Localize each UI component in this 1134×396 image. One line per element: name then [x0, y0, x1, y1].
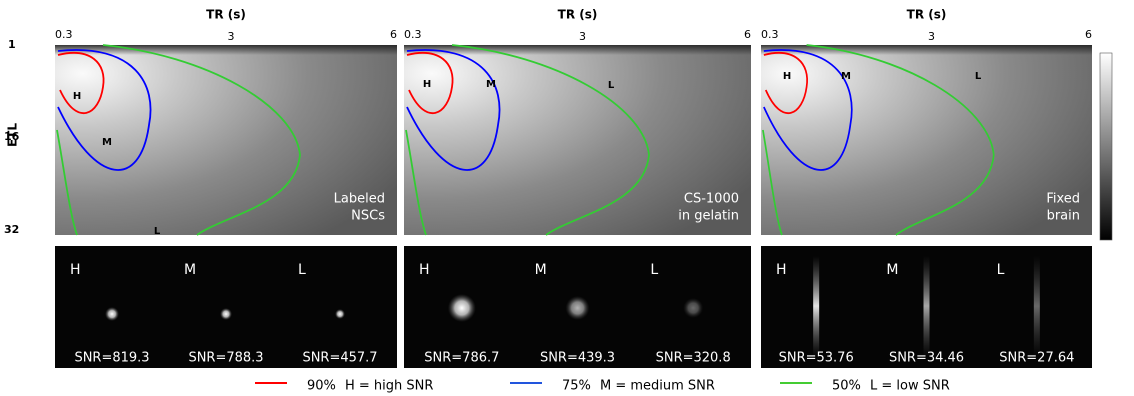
- legend-text: H = high SNR: [345, 379, 433, 394]
- image-label: L: [997, 262, 1005, 278]
- colorbar: [1100, 53, 1112, 240]
- image-label: L: [650, 262, 658, 278]
- image-spot: [105, 307, 119, 321]
- image-spot: [813, 256, 819, 356]
- contour-label: L: [154, 226, 161, 237]
- snr-label: SNR=786.7: [424, 351, 499, 366]
- contour-label: L: [608, 80, 615, 91]
- x-tick-label: 0.3: [761, 28, 779, 41]
- legend-text: M = medium SNR: [600, 379, 715, 394]
- x-tick-label: 0.3: [55, 28, 73, 41]
- image-label: H: [419, 262, 430, 278]
- contour-label: L: [975, 71, 982, 82]
- contour-label: M: [102, 137, 112, 148]
- image-label: M: [886, 262, 898, 278]
- legend-percent: 90%: [307, 379, 336, 394]
- snr-label: SNR=819.3: [74, 351, 149, 366]
- snr-label: SNR=34.46: [889, 351, 964, 366]
- snr-label: SNR=320.8: [656, 351, 731, 366]
- x-axis-title: TR (s): [558, 8, 598, 22]
- y-tick-label: 16: [4, 130, 20, 143]
- image-label: M: [184, 262, 196, 278]
- contour-label: H: [73, 91, 81, 102]
- x-tick-label: 3: [579, 30, 586, 43]
- x-tick-label: 0.3: [404, 28, 422, 41]
- x-tick-label: 6: [390, 28, 397, 41]
- x-tick-label: 3: [228, 30, 235, 43]
- image-label: H: [70, 262, 81, 278]
- image-label: L: [298, 262, 306, 278]
- figure: ETL 1 16 32 TR (s)0.336HMLLabeledNSCsHSN…: [0, 0, 1134, 396]
- panel-label: CS-1000: [684, 192, 739, 207]
- image-spot: [220, 308, 232, 320]
- panel-label: in gelatin: [678, 209, 739, 224]
- panel-label: Fixed: [1046, 192, 1080, 207]
- contour-label: M: [486, 79, 496, 90]
- snr-label: SNR=457.7: [302, 351, 377, 366]
- image-spot: [683, 298, 703, 318]
- snr-label: SNR=53.76: [779, 351, 854, 366]
- heatmap: [761, 45, 1092, 235]
- image-spot: [1034, 256, 1040, 356]
- panel-label: NSCs: [351, 209, 385, 224]
- image-spot: [924, 256, 930, 356]
- contour-label: M: [841, 71, 851, 82]
- heatmap: [404, 45, 751, 235]
- snr-label: SNR=439.3: [540, 351, 615, 366]
- snr-label: SNR=788.3: [188, 351, 263, 366]
- image-spot: [448, 294, 476, 322]
- contour-label: H: [423, 79, 431, 90]
- x-tick-label: 6: [1085, 28, 1092, 41]
- y-tick-label: 32: [4, 223, 19, 236]
- legend-text: L = low SNR: [870, 379, 950, 394]
- y-tick-label: 1: [8, 38, 16, 51]
- snr-label: SNR=27.64: [999, 351, 1074, 366]
- x-axis-title: TR (s): [206, 8, 246, 22]
- x-axis-title: TR (s): [907, 8, 947, 22]
- panel-label: Labeled: [334, 192, 385, 207]
- legend-percent: 75%: [562, 379, 591, 394]
- x-tick-label: 6: [744, 28, 751, 41]
- image-label: M: [535, 262, 547, 278]
- panel-label: brain: [1047, 209, 1080, 224]
- contour-label: H: [783, 71, 791, 82]
- image-spot: [335, 309, 345, 319]
- x-tick-label: 3: [928, 30, 935, 43]
- image-label: H: [776, 262, 787, 278]
- legend-percent: 50%: [832, 379, 861, 394]
- image-spot: [566, 296, 590, 320]
